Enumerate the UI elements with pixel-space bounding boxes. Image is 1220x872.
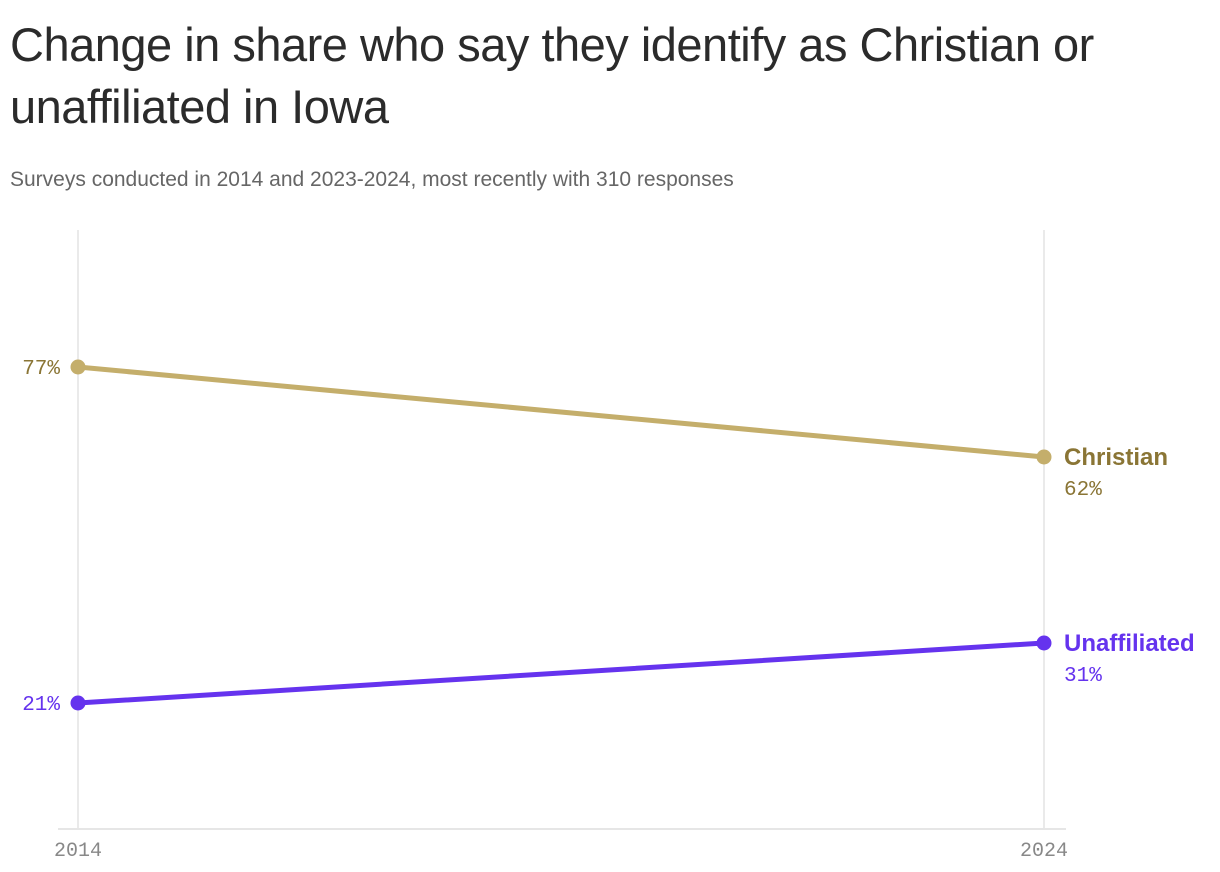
series-name-christian: Christian (1064, 444, 1168, 471)
x-tick-label-2014: 2014 (54, 840, 102, 863)
series-group (70, 359, 1052, 711)
x-tick-label-2024: 2024 (1020, 840, 1068, 863)
grid-lines (77, 230, 1045, 828)
value-label-unaffiliated-2014: 21% (22, 694, 60, 717)
value-label-christian-2024: 62% (1064, 479, 1102, 502)
chart-subtitle: Surveys conducted in 2014 and 2023-2024,… (10, 168, 734, 191)
x-axis: 2014 2024 (54, 828, 1068, 863)
series-name-unaffiliated: Unaffiliated (1064, 630, 1195, 657)
series-line-christian (75, 364, 1047, 460)
data-point-christian-2014 (70, 359, 86, 375)
data-point-christian-2024 (1036, 449, 1052, 465)
value-label-unaffiliated-2024: 31% (1064, 665, 1102, 688)
data-point-unaffiliated-2014 (70, 695, 86, 711)
chart-title: Change in share who say they identify as… (10, 18, 1094, 133)
label-group: 77% Christian 62% 21% Unaffiliated 31% (22, 358, 1195, 717)
series-line-unaffiliated (75, 640, 1047, 706)
data-point-unaffiliated-2024 (1036, 635, 1052, 651)
value-label-christian-2014: 77% (22, 358, 60, 381)
